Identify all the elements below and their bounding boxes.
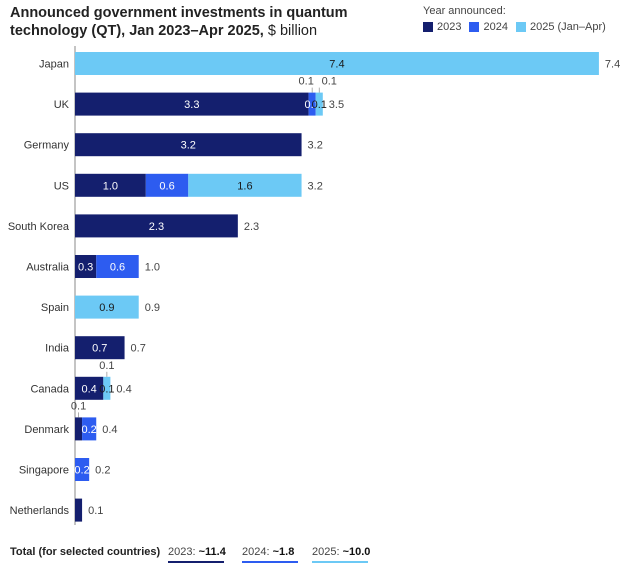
- total-label-japan: 7.4: [605, 59, 620, 71]
- chart-title: Announced government investments in quan…: [10, 4, 410, 40]
- total-label-germany: 3.2: [308, 140, 323, 152]
- total-label-singapore: 0.2: [95, 465, 110, 477]
- total-2024: 2024: ~1.8: [242, 546, 298, 563]
- legend-title: Year announced:: [423, 5, 506, 17]
- bar-us-2024: [145, 173, 189, 197]
- bar-label-japan-2025: 7.4: [329, 59, 344, 71]
- category-label-uk: UK: [54, 99, 70, 111]
- total-label-canada: 0.4: [116, 383, 131, 395]
- bar-india-2023: [75, 336, 125, 360]
- category-label-denmark: Denmark: [24, 424, 69, 436]
- bar-us-2023: [75, 173, 146, 197]
- total-2025: 2025: ~10.0: [312, 546, 371, 563]
- totals-label: Total (for selected countries): [10, 546, 161, 558]
- bar-label-australia-2023: 0.3: [78, 262, 93, 274]
- legend-item-2023: 2023: [423, 21, 461, 33]
- legend-label-2025: 2025 (Jan–Apr): [529, 21, 606, 33]
- bar-denmark-2024: [82, 417, 97, 441]
- bar-denmark-2023: [75, 417, 83, 441]
- bar-germany-2023: [75, 133, 302, 157]
- bar-label-singapore-2024: 0.2: [74, 465, 89, 477]
- bar-label-germany-2023: 3.2: [181, 140, 196, 152]
- total-label-spain: 0.9: [145, 302, 160, 314]
- total-2023: 2023: ~11.4: [168, 546, 226, 563]
- bar-australia-2023: [75, 255, 97, 278]
- legend-label-2023: 2023: [437, 21, 462, 33]
- outside-label-uk-1: 0.1: [322, 76, 337, 88]
- category-label-spain: Spain: [41, 302, 69, 314]
- bar-label-australia-2024: 0.6: [110, 262, 125, 274]
- bar-uk-2024: [308, 92, 316, 116]
- bar-singapore-2024: [75, 458, 90, 481]
- bar-label-spain-2025: 0.9: [99, 302, 114, 314]
- total-label-india: 0.7: [131, 343, 146, 355]
- totals-row: Total (for selected countries) 2023: ~11…: [10, 544, 630, 568]
- bar-south-korea-2023: [75, 214, 238, 238]
- legend-label-2024: 2024: [483, 21, 508, 33]
- category-label-south-korea: South Korea: [8, 221, 70, 233]
- legend-swatch-2024: [469, 22, 480, 32]
- category-label-netherlands: Netherlands: [10, 505, 70, 517]
- category-label-germany: Germany: [24, 140, 70, 152]
- category-label-australia: Australia: [26, 262, 70, 274]
- total-label-uk: 3.5: [329, 99, 344, 111]
- total-2023-prefix: 2023:: [168, 546, 199, 558]
- bar-japan-2025: [75, 52, 599, 75]
- category-label-us: US: [54, 180, 69, 192]
- bar-us-2025: [188, 173, 302, 197]
- legend-item-2025: 2025 (Jan–Apr): [515, 21, 606, 33]
- bar-label-us-2025: 1.6: [237, 180, 252, 192]
- category-label-japan: Japan: [39, 59, 69, 71]
- outside-label-denmark-0: 0.1: [71, 400, 86, 412]
- bar-label-india-2023: 0.7: [92, 343, 107, 355]
- chart-unit: $ billion: [267, 23, 318, 39]
- total-label-south-korea: 2.3: [244, 221, 259, 233]
- legend: Year announced: 2023 2024 2025 (Jan–Apr): [423, 4, 638, 33]
- bar-australia-2024: [96, 255, 139, 278]
- category-label-singapore: Singapore: [19, 465, 69, 477]
- total-2023-value: ~11.4: [198, 546, 226, 558]
- bar-label-uk-2023: 3.3: [184, 99, 199, 111]
- legend-swatch-2023: [423, 22, 433, 32]
- outside-label-canada-0: 0.1: [99, 360, 114, 372]
- bar-label-canada-2023: 0.4: [82, 383, 97, 395]
- total-2025-value: ~10.0: [342, 546, 371, 558]
- total-2025-prefix: 2025:: [312, 546, 343, 558]
- category-label-canada: Canada: [30, 383, 69, 395]
- bar-label-us-2024: 0.6: [159, 180, 174, 192]
- chart-title-text: Announced government investments in quan…: [10, 5, 348, 39]
- total-label-netherlands: 0.1: [88, 505, 103, 517]
- bar-label-denmark-2024: 0.2: [82, 424, 97, 436]
- bar-label-south-korea-2023: 2.3: [149, 221, 164, 233]
- legend-item-2024: 2024: [469, 21, 508, 33]
- bar-label-us-2023: 1.0: [103, 180, 118, 192]
- bar-label-uk-2025: 0.1: [312, 99, 327, 111]
- bar-uk-2023: [75, 92, 309, 116]
- bar-label-canada-2025: 0.1: [99, 383, 114, 395]
- outside-label-uk-0: 0.1: [299, 76, 314, 88]
- bar-netherlands-2023: [75, 498, 83, 522]
- total-label-denmark: 0.4: [102, 424, 117, 436]
- bar-canada-2025: [103, 376, 111, 400]
- total-label-us: 3.2: [308, 180, 323, 192]
- bar-spain-2025: [75, 295, 139, 319]
- total-label-australia: 1.0: [145, 262, 160, 274]
- bar-uk-2025: [315, 92, 323, 116]
- total-2024-prefix: 2024:: [242, 546, 273, 558]
- bar-canada-2023: [75, 376, 104, 400]
- category-label-india: India: [45, 343, 70, 355]
- legend-swatch-2025: [515, 22, 526, 32]
- total-2024-value: ~1.8: [272, 546, 295, 558]
